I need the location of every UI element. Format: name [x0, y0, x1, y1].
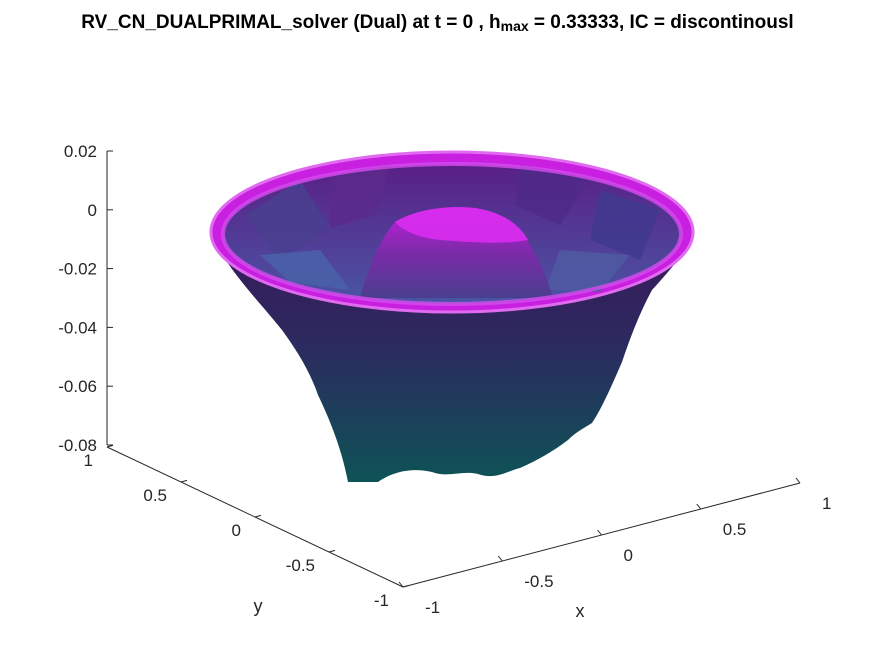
- y-tick: [106, 444, 114, 448]
- x-tick-label: 0.5: [723, 520, 747, 539]
- z-tick-label: -0.06: [58, 377, 97, 396]
- z-tick-label: 0.02: [64, 142, 97, 161]
- surface: [209, 150, 695, 482]
- y-tick: [328, 549, 336, 553]
- x-tick-label: 1: [822, 494, 831, 513]
- z-tick-label: -0.04: [58, 318, 97, 337]
- y-tick-label: -1: [374, 591, 389, 610]
- title-tail: = 0.33333, IC = discontinousl: [528, 12, 794, 33]
- x-tick: [497, 555, 503, 562]
- bowl-facet: [260, 250, 350, 290]
- z-tick-label: -0.08: [58, 436, 97, 455]
- rim-inner-edge: [221, 162, 683, 306]
- bowl-facet: [330, 165, 390, 228]
- title-subscript: max: [500, 18, 529, 34]
- y-axis-label: y: [254, 596, 263, 616]
- x-tick-label: -0.5: [524, 572, 553, 591]
- z-tick-label: 0: [88, 201, 97, 220]
- x-tick: [795, 477, 801, 484]
- y-tick-label: -0.5: [286, 556, 315, 575]
- x-axis-label: x: [576, 601, 585, 621]
- x-tick: [597, 529, 602, 536]
- x-tick: [696, 503, 702, 510]
- y-tick: [180, 479, 188, 483]
- peak-top: [395, 207, 528, 243]
- axes: -0.08 -0.06 -0.04 -0.02 0 0.02 -1 -0.5 0 0.5 1 -1 -0…: [58, 142, 831, 617]
- bowl-facet: [245, 180, 330, 260]
- x-tick-label: -1: [425, 598, 440, 617]
- y-tick-label: 0: [232, 521, 241, 540]
- bowl-facet: [515, 165, 590, 225]
- chart-title: RV_CN_DUALPRIMAL_solver (Dual) at t = 0 …: [0, 12, 875, 34]
- y-tick-label: 1: [84, 451, 93, 470]
- x-tick-label: 0: [624, 546, 633, 565]
- z-tick-label: -0.02: [58, 260, 97, 279]
- title-main: RV_CN_DUALPRIMAL_solver (Dual) at t = 0 …: [81, 12, 501, 33]
- y-tick: [254, 514, 262, 518]
- x-tick: [398, 581, 404, 588]
- bowl-facet: [545, 250, 630, 292]
- y-tick-label: 0.5: [143, 486, 167, 505]
- bowl-facet: [590, 190, 660, 260]
